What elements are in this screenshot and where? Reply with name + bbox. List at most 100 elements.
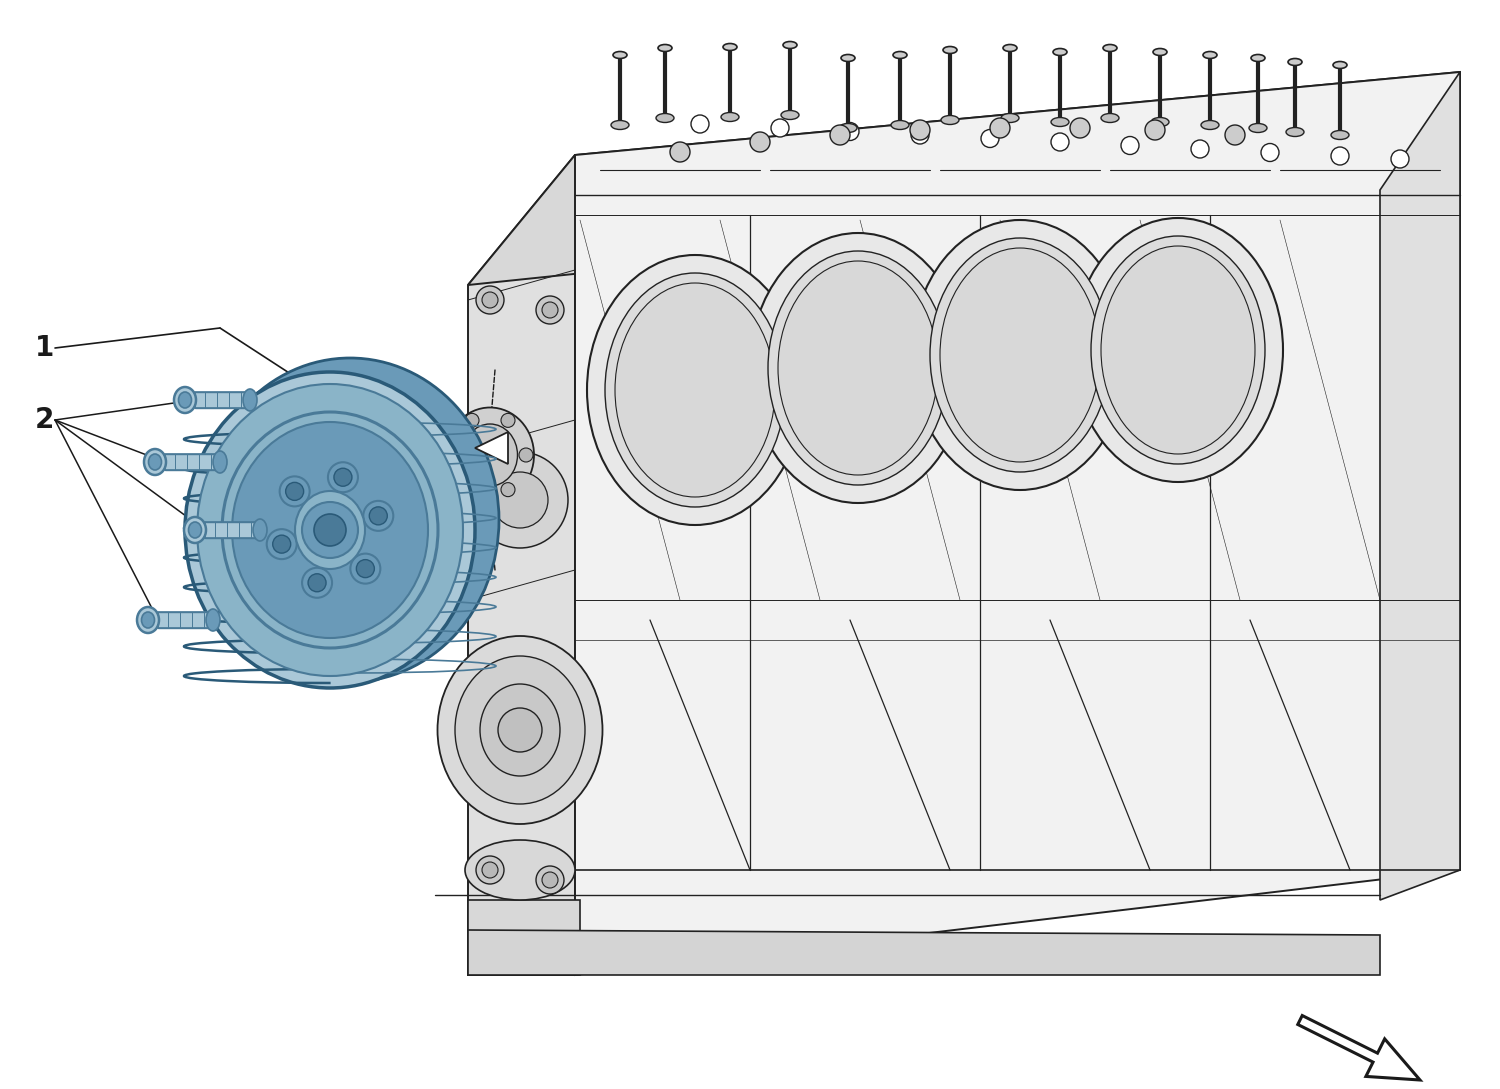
Circle shape <box>910 126 928 144</box>
Ellipse shape <box>1330 131 1348 139</box>
Ellipse shape <box>944 47 957 53</box>
Ellipse shape <box>184 372 476 688</box>
Ellipse shape <box>604 273 784 507</box>
Ellipse shape <box>614 51 627 59</box>
Ellipse shape <box>1004 45 1017 51</box>
Circle shape <box>750 132 770 152</box>
Circle shape <box>465 414 478 427</box>
Circle shape <box>447 448 460 462</box>
Circle shape <box>476 286 504 314</box>
Ellipse shape <box>232 423 428 638</box>
Ellipse shape <box>465 840 574 900</box>
Circle shape <box>363 501 393 530</box>
Ellipse shape <box>141 612 154 628</box>
Circle shape <box>328 462 358 492</box>
Ellipse shape <box>722 112 740 122</box>
Ellipse shape <box>446 407 534 502</box>
Circle shape <box>369 506 387 525</box>
Circle shape <box>1070 118 1090 138</box>
Circle shape <box>542 872 558 888</box>
Circle shape <box>536 296 564 325</box>
Ellipse shape <box>1334 61 1347 69</box>
Ellipse shape <box>1101 113 1119 122</box>
Circle shape <box>1262 144 1280 161</box>
Ellipse shape <box>586 255 802 525</box>
Bar <box>158 612 213 628</box>
Ellipse shape <box>750 233 966 503</box>
Ellipse shape <box>222 412 438 648</box>
Ellipse shape <box>778 261 938 475</box>
Circle shape <box>990 118 1010 138</box>
Ellipse shape <box>656 113 674 122</box>
Circle shape <box>308 574 326 591</box>
Circle shape <box>302 567 332 598</box>
Circle shape <box>334 468 352 486</box>
Ellipse shape <box>213 451 226 473</box>
Ellipse shape <box>1150 118 1168 126</box>
Circle shape <box>771 119 789 137</box>
Ellipse shape <box>610 121 628 130</box>
Circle shape <box>285 482 303 500</box>
Circle shape <box>465 482 478 497</box>
Ellipse shape <box>723 44 736 50</box>
Circle shape <box>1120 136 1138 155</box>
Ellipse shape <box>1251 54 1264 61</box>
Ellipse shape <box>148 454 162 470</box>
Polygon shape <box>476 432 508 464</box>
Circle shape <box>498 708 542 752</box>
Ellipse shape <box>322 486 382 554</box>
Ellipse shape <box>1286 127 1304 136</box>
Ellipse shape <box>1288 59 1302 65</box>
Ellipse shape <box>189 522 201 538</box>
Ellipse shape <box>1052 118 1070 126</box>
Circle shape <box>482 862 498 878</box>
Ellipse shape <box>940 115 958 124</box>
Circle shape <box>670 142 690 162</box>
Circle shape <box>357 560 375 577</box>
Circle shape <box>279 476 309 506</box>
Circle shape <box>501 482 515 497</box>
Circle shape <box>1144 120 1166 140</box>
Circle shape <box>267 529 297 559</box>
Ellipse shape <box>1072 218 1282 482</box>
Ellipse shape <box>1053 49 1066 56</box>
Circle shape <box>314 514 346 546</box>
Circle shape <box>1226 125 1245 145</box>
Ellipse shape <box>1203 51 1216 59</box>
Ellipse shape <box>184 517 206 543</box>
Ellipse shape <box>438 636 603 824</box>
Ellipse shape <box>839 123 856 133</box>
Ellipse shape <box>658 45 672 51</box>
Circle shape <box>351 553 381 584</box>
Circle shape <box>519 448 532 462</box>
Circle shape <box>1390 150 1408 168</box>
Ellipse shape <box>243 389 256 411</box>
Circle shape <box>910 120 930 140</box>
Ellipse shape <box>196 384 464 676</box>
Bar <box>195 392 250 408</box>
Circle shape <box>472 452 568 548</box>
Circle shape <box>830 125 850 145</box>
Ellipse shape <box>1154 49 1167 56</box>
Ellipse shape <box>1250 123 1268 133</box>
Ellipse shape <box>454 656 585 804</box>
Circle shape <box>501 414 515 427</box>
Ellipse shape <box>892 51 908 59</box>
Text: 2: 2 <box>34 406 54 435</box>
Circle shape <box>1052 133 1070 151</box>
Circle shape <box>842 122 860 140</box>
Polygon shape <box>468 155 574 975</box>
Ellipse shape <box>296 491 364 568</box>
Ellipse shape <box>783 41 796 49</box>
Ellipse shape <box>768 250 948 485</box>
Ellipse shape <box>480 684 560 776</box>
Polygon shape <box>468 72 1460 285</box>
Ellipse shape <box>144 449 166 475</box>
Ellipse shape <box>1101 246 1256 454</box>
Circle shape <box>1330 147 1348 166</box>
Ellipse shape <box>206 609 220 631</box>
Circle shape <box>302 502 358 558</box>
Circle shape <box>692 115 709 133</box>
Circle shape <box>273 535 291 553</box>
Ellipse shape <box>615 283 776 497</box>
